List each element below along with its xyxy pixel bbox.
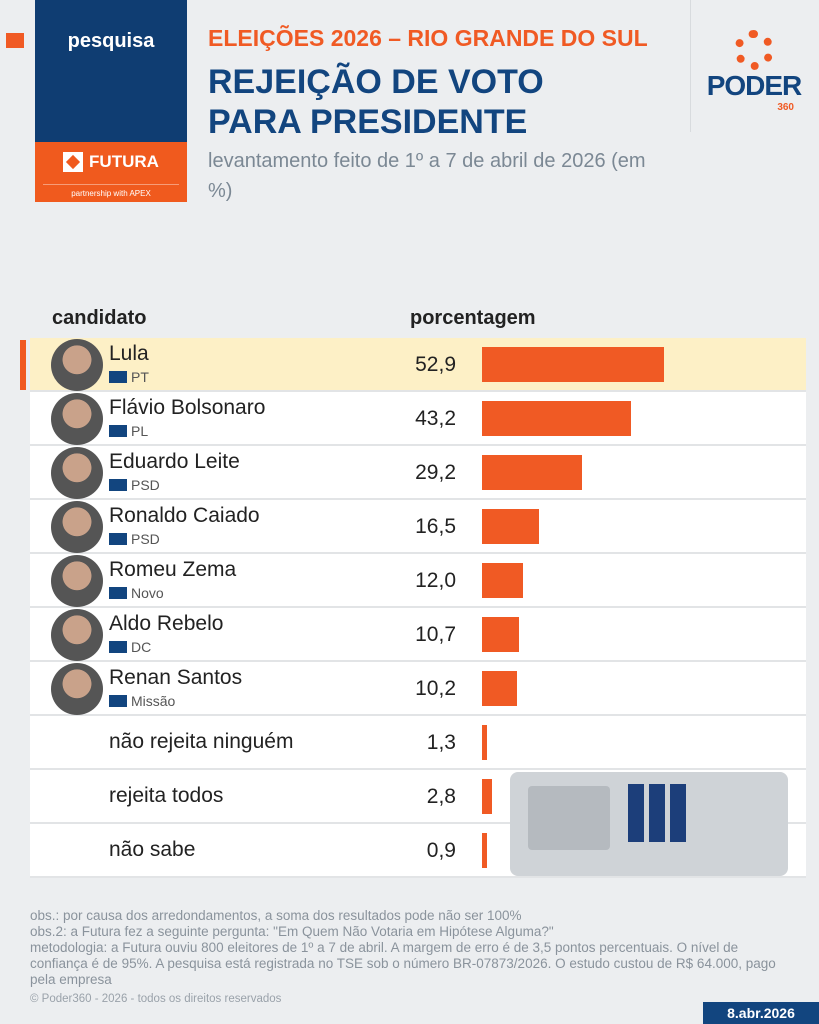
pesquisa-label: pesquisa [35, 0, 187, 142]
logo-text: PODER [706, 70, 803, 101]
value-label: 16,5 [415, 515, 456, 538]
value-label: 29,2 [415, 461, 456, 484]
candidate-name: Romeu Zema [109, 558, 237, 581]
footer: obs.: por causa dos arredondamentos, a s… [30, 908, 798, 1006]
table-row: rejeita todos 2,8 [30, 770, 806, 824]
party: PL [109, 423, 148, 439]
candidate-name: Aldo Rebelo [109, 612, 224, 635]
party: DC [109, 639, 151, 655]
bar [482, 347, 664, 382]
party-logo-icon [109, 587, 127, 599]
value-label: 52,9 [415, 353, 456, 376]
candidate-name: Ronaldo Caiado [109, 504, 260, 527]
party-label: PT [131, 369, 149, 385]
party-logo-icon [109, 641, 127, 653]
party-label: Missão [131, 693, 176, 709]
party-logo-icon [109, 479, 127, 491]
option-label: não sabe [109, 838, 196, 861]
bar [482, 725, 487, 760]
bar [482, 509, 539, 544]
table-row: Aldo Rebelo DC 10,7 [30, 608, 806, 662]
option-label: rejeita todos [109, 784, 224, 807]
table-row: não rejeita ninguém 1,3 [30, 716, 806, 770]
page-title: REJEIÇÃO DE VOTO PARA PRESIDENTE [208, 63, 544, 141]
logo-number: 360 [777, 102, 794, 113]
sun-icon [734, 30, 774, 70]
table-row: Flávio Bolsonaro PL 43,2 [30, 392, 806, 446]
candidate-name: Lula [109, 342, 149, 365]
poder360-logo: PODER 360 [704, 30, 804, 114]
bar [482, 833, 487, 868]
value-label: 2,8 [426, 785, 456, 808]
table-row: Ronaldo Caiado PSD 16,5 [30, 500, 806, 554]
party-label: Novo [131, 585, 164, 601]
brand-panel: pesquisa FUTURA partnership with APEX [35, 0, 187, 202]
party-logo-icon [109, 533, 127, 545]
table-row: Eduardo Leite PSD 29,2 [30, 446, 806, 500]
candidate-name: Flávio Bolsonaro [109, 396, 266, 419]
date-badge: 8.abr.2026 [703, 1002, 819, 1024]
accent-square [6, 33, 24, 48]
value-label: 10,7 [415, 623, 456, 646]
column-header-candidate: candidato [52, 307, 147, 329]
table-row: Romeu Zema Novo 12,0 [30, 554, 806, 608]
highlight-marker [20, 340, 26, 390]
party: PT [109, 369, 149, 385]
bar [482, 779, 492, 814]
divider [690, 0, 691, 132]
party-logo-icon [109, 695, 127, 707]
value-label: 10,2 [415, 677, 456, 700]
party: Novo [109, 585, 164, 601]
party-logo-icon [109, 371, 127, 383]
subtitle: levantamento feito de 1º a 7 de abril de… [208, 150, 646, 202]
kicker: ELEIÇÕES 2026 – RIO GRANDE DO SUL [208, 25, 648, 51]
bar [482, 617, 519, 652]
candidate-photo [51, 393, 103, 445]
option-label: não rejeita ninguém [109, 730, 294, 753]
futura-logo-icon [63, 152, 84, 172]
note: obs.2: a Futura fez a seguinte pergunta:… [30, 924, 554, 939]
column-header-percent: porcentagem [410, 307, 536, 329]
bar [482, 401, 631, 436]
candidate-photo [51, 555, 103, 607]
chart-table: Lula PT 52,9 Flávio Bolsonaro PL 43,2 Edua… [20, 338, 806, 878]
candidate-photo [51, 501, 103, 553]
value-label: 1,3 [426, 731, 456, 754]
candidate-name: Eduardo Leite [109, 450, 240, 473]
candidate-photo [51, 339, 103, 391]
party-label: PSD [131, 531, 160, 547]
bar [482, 671, 518, 706]
value-label: 12,0 [415, 569, 456, 592]
bar [482, 563, 524, 598]
ballot-box-illustration [510, 772, 788, 876]
methodology: metodologia: a Futura ouviu 800 eleitore… [30, 940, 776, 987]
partnership-label: partnership with APEX [43, 184, 179, 198]
party-logo-icon [109, 425, 127, 437]
party-label: PSD [131, 477, 160, 493]
value-label: 0,9 [426, 839, 456, 862]
table-row: Renan Santos Missão 10,2 [30, 662, 806, 716]
footnotes: obs.: por causa dos arredondamentos, a s… [30, 908, 798, 988]
copyright: © Poder360 - 2026 - todos os direitos re… [30, 993, 282, 1005]
party: Missão [109, 693, 175, 709]
candidate-name: Renan Santos [109, 666, 243, 689]
party-label: PL [131, 423, 149, 439]
party: PSD [109, 477, 160, 493]
party-label: DC [131, 639, 152, 655]
note: obs.: por causa dos arredondamentos, a s… [30, 908, 522, 923]
candidate-photo [51, 663, 103, 715]
futura-label: FUTURA [89, 152, 159, 171]
table-row: não sabe 0,9 [30, 824, 806, 878]
bar [482, 455, 583, 490]
value-label: 43,2 [415, 407, 456, 430]
candidate-photo [51, 447, 103, 499]
party: PSD [109, 531, 160, 547]
candidate-photo [51, 609, 103, 661]
table-row: Lula PT 52,9 [20, 338, 806, 392]
